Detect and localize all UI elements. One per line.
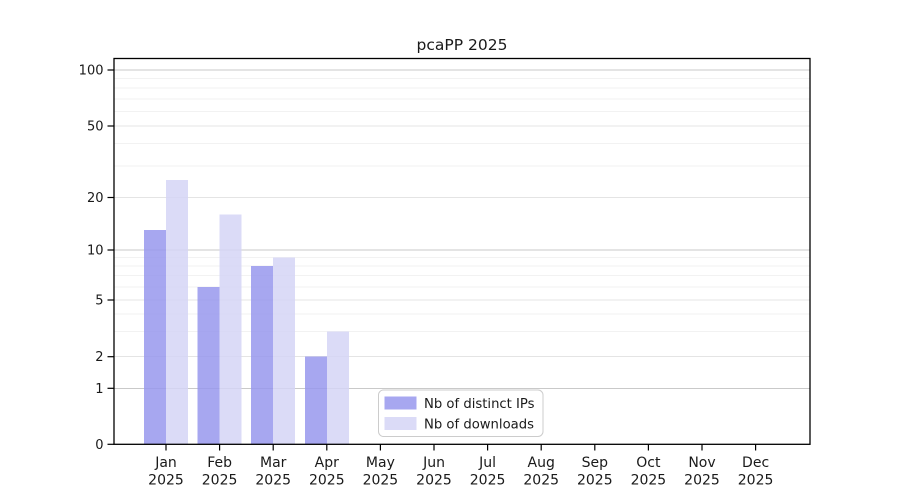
x-tick-month: May bbox=[366, 455, 395, 471]
plot-border bbox=[113, 57, 811, 445]
bar-downloads-feb bbox=[219, 214, 242, 445]
bar-ips-mar bbox=[251, 266, 274, 445]
x-tick-month: Sep bbox=[582, 455, 609, 471]
x-tick-year: 2025 bbox=[684, 473, 720, 489]
bar-downloads-jan bbox=[166, 180, 188, 445]
y-tick-label-20: 20 bbox=[87, 191, 104, 206]
legend-label-downloads: Nb of downloads bbox=[424, 418, 534, 433]
x-tick-year: 2025 bbox=[631, 473, 667, 489]
x-tick-month: Aug bbox=[528, 455, 555, 471]
x-tick-month: Feb bbox=[207, 455, 232, 471]
x-tick-month: Dec bbox=[742, 455, 769, 471]
x-tick-label-oct: Oct 2025 bbox=[631, 455, 667, 489]
x-tick-label-dec: Dec 2025 bbox=[738, 455, 774, 489]
legend-swatch-downloads bbox=[384, 417, 417, 430]
x-tick-year: 2025 bbox=[738, 473, 774, 489]
bar-ips-apr bbox=[304, 356, 327, 445]
x-tick-year: 2025 bbox=[309, 473, 345, 489]
x-tick-month: Mar bbox=[260, 455, 287, 471]
bar-downloads-mar bbox=[273, 257, 296, 445]
x-tick-label-may: May 2025 bbox=[363, 455, 399, 489]
x-tick-month: Jun bbox=[422, 455, 445, 471]
x-tick-label-sep: Sep 2025 bbox=[577, 455, 613, 489]
x-tick-year: 2025 bbox=[148, 473, 184, 489]
y-tick-label-0: 0 bbox=[95, 438, 103, 453]
x-tick-year: 2025 bbox=[416, 473, 452, 489]
bar-ips-jan bbox=[144, 230, 166, 445]
bars bbox=[144, 180, 349, 445]
bar-downloads-apr bbox=[326, 331, 349, 445]
x-tick-label-jul: Jul 2025 bbox=[470, 455, 506, 489]
y-axis: 0 1 2 5 10 20 50 100 bbox=[79, 64, 114, 453]
x-tick-year: 2025 bbox=[363, 473, 399, 489]
y-tick-label-10: 10 bbox=[87, 244, 104, 259]
x-tick-label-mar: Mar 2025 bbox=[255, 455, 291, 489]
x-axis: Jan 2025 Feb 2025 Mar 2025 Apr 2025 May 2025 Jun 20… bbox=[148, 444, 774, 489]
x-tick-label-nov: Nov 2025 bbox=[684, 455, 720, 489]
y-tick-label-2: 2 bbox=[95, 350, 103, 365]
x-tick-label-jun: Jun 2025 bbox=[416, 455, 452, 489]
y-tick-label-1: 1 bbox=[95, 382, 103, 397]
chart-title: pcaPP 2025 bbox=[417, 36, 508, 54]
x-tick-label-apr: Apr 2025 bbox=[309, 455, 345, 489]
legend: Nb of distinct IPs Nb of downloads bbox=[378, 389, 544, 437]
x-tick-month: Oct bbox=[636, 455, 661, 471]
x-tick-label-feb: Feb 2025 bbox=[202, 455, 238, 489]
y-tick-label-100: 100 bbox=[79, 64, 104, 79]
x-tick-year: 2025 bbox=[523, 473, 559, 489]
x-tick-month: Jan bbox=[154, 455, 177, 471]
x-tick-year: 2025 bbox=[470, 473, 506, 489]
x-tick-month: Apr bbox=[315, 455, 339, 471]
y-tick-label-5: 5 bbox=[95, 294, 103, 309]
x-tick-month: Nov bbox=[688, 455, 715, 471]
bar-ips-feb bbox=[197, 286, 220, 445]
x-tick-label-aug: Aug 2025 bbox=[523, 455, 559, 489]
legend-label-ips: Nb of distinct IPs bbox=[424, 397, 535, 412]
x-tick-year: 2025 bbox=[255, 473, 291, 489]
x-tick-month: Jul bbox=[478, 455, 496, 471]
y-tick-label-50: 50 bbox=[87, 120, 104, 135]
x-tick-year: 2025 bbox=[202, 473, 238, 489]
legend-swatch-ips bbox=[384, 396, 417, 410]
x-tick-year: 2025 bbox=[577, 473, 613, 489]
x-tick-label-jan: Jan 2025 bbox=[148, 455, 184, 489]
legend-box bbox=[378, 389, 544, 437]
